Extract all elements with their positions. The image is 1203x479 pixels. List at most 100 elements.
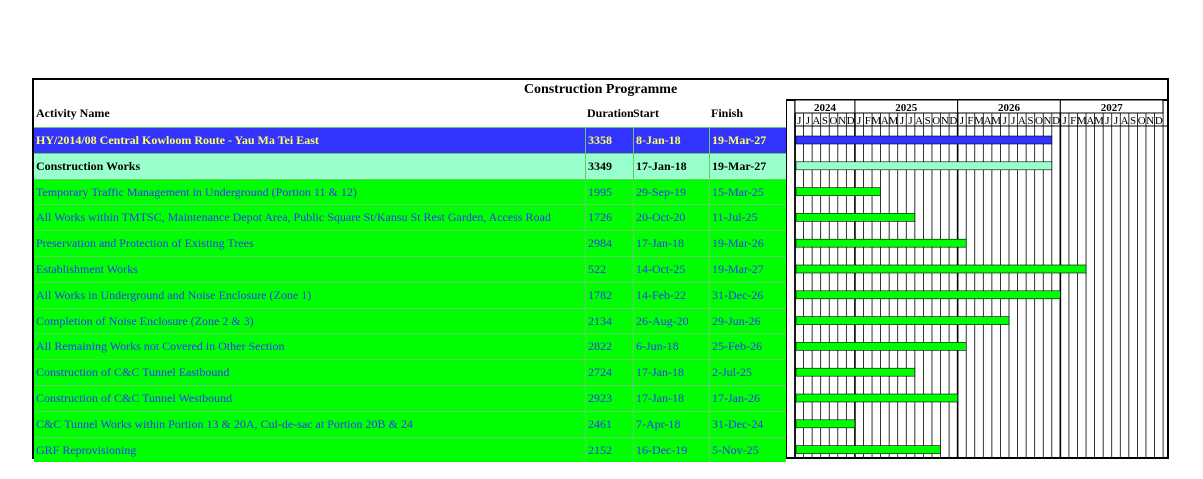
header-start: Start bbox=[633, 106, 659, 120]
year-label: 2024 bbox=[814, 102, 837, 114]
table-row-task[interactable]: Establishment Works 522 14-Oct-25 19-Mar-27 bbox=[34, 256, 786, 282]
duration: 1995 bbox=[585, 179, 633, 205]
month-label: N bbox=[1044, 115, 1052, 127]
gantt-bar bbox=[795, 213, 916, 222]
month-label: J bbox=[797, 115, 802, 127]
month-label: A bbox=[812, 115, 820, 127]
start-date: 29-Sep-19 bbox=[633, 179, 709, 205]
month-label: O bbox=[1138, 115, 1146, 127]
month-label: D bbox=[847, 115, 855, 127]
month-label: M bbox=[871, 115, 881, 127]
activity-name: Completion of Noise Enclosure (Zone 2 & … bbox=[36, 313, 254, 328]
gantt-bar bbox=[795, 367, 916, 377]
duration: 3349 bbox=[585, 153, 633, 179]
gantt-bar bbox=[795, 342, 967, 351]
month-label: J bbox=[900, 115, 905, 127]
finish-date: 19-Mar-26 bbox=[709, 231, 786, 256]
table-row-task[interactable]: All Remaining Works not Covered in Other… bbox=[34, 333, 786, 360]
table-row-task[interactable]: Construction of C&C Tunnel Eastbound 2724… bbox=[34, 359, 786, 385]
activity-name: Construction Works bbox=[36, 158, 141, 173]
finish-date: 29-Jun-26 bbox=[709, 308, 786, 334]
start-date: 26-Aug-20 bbox=[633, 308, 709, 334]
table-row-task[interactable]: C&C Tunnel Works within Portion 13 & 20A… bbox=[34, 410, 786, 437]
month-label: S bbox=[1027, 115, 1033, 127]
month-label: A bbox=[1086, 115, 1094, 127]
header-row: Activity Name Duration Start Finish bbox=[34, 99, 786, 127]
month-label: A bbox=[915, 115, 923, 127]
month-label: M bbox=[974, 115, 984, 127]
month-label: D bbox=[1052, 115, 1060, 127]
month-label: N bbox=[1146, 115, 1154, 127]
start-date: 7-Apr-18 bbox=[633, 411, 709, 437]
gantt-bar bbox=[795, 264, 1087, 274]
table-row-task[interactable]: All Works within TMTSC, Maintenance Depo… bbox=[34, 204, 786, 231]
activity-name: HY/2014/08 Central Kowloom Route - Yau M… bbox=[36, 133, 319, 147]
year-label: 2027 bbox=[1101, 102, 1124, 114]
month-label: F bbox=[967, 115, 973, 127]
table-row-task[interactable]: GRF Reprovisioning 2152 16-Dec-19 5-Nov-25 bbox=[34, 436, 786, 463]
finish-date: 19-Mar-27 bbox=[709, 153, 786, 179]
start-date: 8-Jan-18 bbox=[633, 128, 709, 153]
gantt-bar bbox=[795, 161, 1053, 171]
activity-name: Construction of C&C Tunnel Westbound bbox=[36, 391, 233, 405]
finish-date: 31-Dec-24 bbox=[709, 411, 786, 437]
month-label: J bbox=[857, 115, 862, 127]
start-date: 17-Jan-18 bbox=[633, 386, 709, 411]
start-date: 6-Jun-18 bbox=[633, 334, 709, 360]
header-activity-name: Activity Name bbox=[36, 106, 110, 120]
duration: 2724 bbox=[585, 360, 633, 385]
duration: 2923 bbox=[585, 386, 633, 411]
header-duration: Duration bbox=[587, 106, 633, 120]
duration: 2984 bbox=[585, 231, 633, 256]
table-row-task[interactable]: All Works in Underground and Noise Enclo… bbox=[34, 281, 786, 308]
construction-programme-table: Construction Programme Activity Name Dur… bbox=[32, 78, 1169, 463]
gantt-bar bbox=[795, 445, 941, 454]
finish-date: 17-Jan-26 bbox=[709, 386, 786, 411]
month-label: N bbox=[941, 115, 949, 127]
duration: 1726 bbox=[585, 205, 633, 231]
gantt-bar bbox=[795, 290, 1061, 300]
duration: 2152 bbox=[585, 437, 633, 463]
gantt-bar bbox=[795, 238, 967, 248]
activity-name: All Works within TMTSC, Maintenance Depo… bbox=[36, 210, 551, 225]
month-label: J bbox=[1003, 115, 1008, 127]
month-label: M bbox=[991, 115, 1001, 127]
finish-date: 19-Mar-27 bbox=[709, 128, 786, 153]
month-label: D bbox=[1155, 115, 1163, 127]
duration: 2461 bbox=[585, 411, 633, 437]
gantt-bar bbox=[795, 419, 856, 429]
gantt-bar bbox=[795, 187, 881, 196]
month-label: A bbox=[984, 115, 992, 127]
activity-name: GRF Reprovisioning bbox=[36, 442, 137, 457]
table-row-summary[interactable]: HY/2014/08 Central Kowloom Route - Yau M… bbox=[34, 127, 786, 153]
table-row-task[interactable]: Preservation and Protection of Existing … bbox=[34, 230, 786, 256]
gantt-bar bbox=[795, 393, 958, 403]
activity-name: Establishment Works bbox=[36, 262, 138, 276]
duration: 2822 bbox=[585, 334, 633, 360]
month-label: J bbox=[908, 115, 913, 127]
table-row-group[interactable]: Construction Works 3349 17-Jan-18 19-Mar-27 bbox=[34, 152, 786, 179]
month-label: A bbox=[881, 115, 889, 127]
month-label: O bbox=[932, 115, 940, 127]
month-label: J bbox=[960, 115, 965, 127]
duration: 3358 bbox=[585, 128, 633, 153]
month-label: S bbox=[1130, 115, 1136, 127]
activity-name: Construction of C&C Tunnel Eastbound bbox=[36, 365, 230, 380]
duration: 522 bbox=[585, 257, 633, 282]
month-label: J bbox=[1105, 115, 1110, 127]
start-date: 17-Jan-18 bbox=[633, 360, 709, 385]
gantt-bar bbox=[795, 135, 1053, 145]
activity-name: All Works in Underground and Noise Enclo… bbox=[36, 287, 312, 302]
finish-date: 25-Feb-26 bbox=[709, 334, 786, 360]
finish-date: 31-Dec-26 bbox=[709, 282, 786, 308]
month-label: M bbox=[1094, 115, 1104, 127]
month-label: J bbox=[1062, 115, 1067, 127]
table-row-task[interactable]: Temporary Traffic Management in Undergro… bbox=[34, 178, 786, 205]
month-label: A bbox=[1018, 115, 1026, 127]
table-row-task[interactable]: Construction of C&C Tunnel Westbound 2923… bbox=[34, 385, 786, 411]
year-label: 2025 bbox=[895, 102, 918, 114]
finish-date: 11-Jul-25 bbox=[709, 205, 786, 231]
table-row-task[interactable]: Completion of Noise Enclosure (Zone 2 & … bbox=[34, 307, 786, 334]
header-finish: Finish bbox=[711, 106, 744, 120]
